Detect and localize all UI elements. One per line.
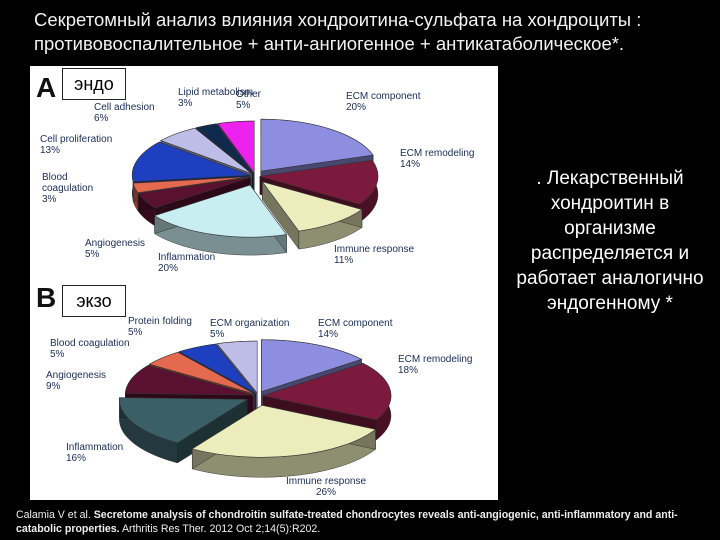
- side-note: . Лекарственный хондроитин в организме р…: [516, 168, 704, 314]
- slice-other: [217, 120, 255, 174]
- citation-journal: Arthritis Res Ther. 2012 Oct 2;14(5):R20…: [121, 523, 321, 535]
- slice-cell-proliferation: [131, 141, 251, 182]
- slice-ecm-component: [260, 118, 374, 172]
- slice-immune-response: [261, 181, 363, 232]
- slice-inflammation: [119, 397, 249, 444]
- slice-blood-coagulation: [148, 351, 255, 395]
- slice-angiogenesis: [137, 177, 251, 209]
- label-blood-coagulation: Blood coagulation 5%: [50, 338, 130, 360]
- label-ecm-remodeling: ECM remodeling 18%: [398, 354, 472, 376]
- slice-protein-folding: [178, 343, 256, 394]
- citation: Calamia V et al. Secretome analysis of c…: [16, 508, 716, 536]
- label-cell-adhesion: Cell adhesion 6%: [94, 102, 155, 124]
- citation-authors: Calamia V et al.: [16, 509, 91, 521]
- pie-chart-a: ECM component 20% ECM remodeling 14% Immune …: [40, 87, 474, 274]
- slice-immune-response: [191, 404, 377, 458]
- label-lipid-metabolism: Lipid metabolism 3%: [178, 87, 253, 109]
- slice-lipid-metabolism: [195, 123, 254, 174]
- slice-ecm-organization: [216, 340, 258, 394]
- label-ecm-remodeling: ECM remodeling 14%: [400, 148, 474, 170]
- label-cell-proliferation: Cell proliferation 13%: [40, 134, 112, 156]
- label-protein-folding: Protein folding 5%: [128, 316, 192, 338]
- slide-title: Секретомный анализ влияния хондроитина-с…: [34, 9, 642, 54]
- label-ecm-organization: ECM organization 5%: [210, 318, 289, 340]
- label-blood-coagulation: Blood coagulation 3%: [42, 172, 93, 205]
- label-immune-response: Immune response 26%: [286, 476, 366, 498]
- slice-ecm-component: [261, 339, 363, 393]
- slice-ecm-remodeling: [259, 159, 379, 205]
- panel-b-letter: B: [36, 282, 57, 313]
- panel-a-letter: A: [36, 72, 57, 103]
- label-immune-response: Immune response 11%: [334, 244, 414, 266]
- label-other: Other 5%: [236, 89, 262, 111]
- slice-inflammation: [153, 184, 288, 238]
- label-inflammation: Inflammation 16%: [66, 442, 123, 464]
- slice-cell-adhesion: [160, 127, 253, 174]
- label-angiogenesis: Angiogenesis 9%: [46, 370, 106, 392]
- citation-article-title: Secretome analysis of chondroitin sulfat…: [16, 509, 678, 535]
- label-inflammation: Inflammation 20%: [158, 252, 215, 274]
- slice-blood-coagulation: [132, 176, 251, 194]
- pie-charts-svg: ECM component 20% ECM remodeling 14% Immune …: [40, 87, 474, 498]
- label-ecm-component: ECM component 20%: [346, 91, 421, 113]
- panel-a-tag: эндо: [62, 68, 126, 100]
- label-ecm-component: ECM component 14%: [318, 318, 393, 340]
- label-angiogenesis: Angiogenesis 5%: [85, 238, 145, 260]
- figure-panel: ECM component 20% ECM remodeling 14% Immune …: [30, 66, 498, 500]
- slice-ecm-remodeling: [261, 362, 392, 421]
- panel-b-tag: экзо: [62, 285, 126, 317]
- pie-chart-b: ECM component 14%ECM remodeling 18% Immune …: [46, 316, 472, 498]
- slice-angiogenesis: [124, 364, 254, 396]
